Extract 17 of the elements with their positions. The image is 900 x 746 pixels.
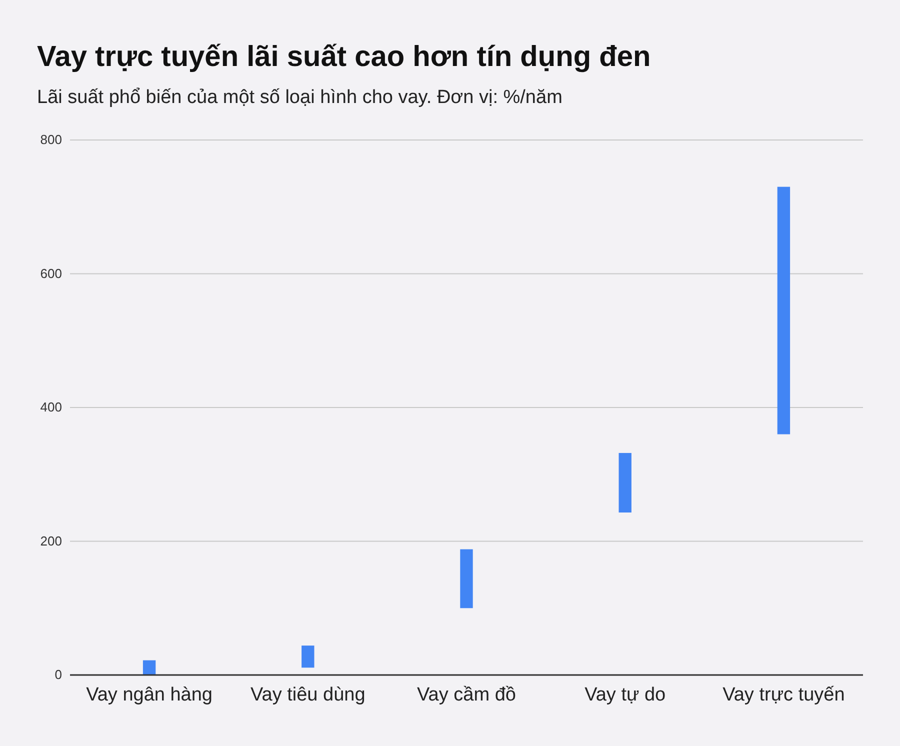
y-tick-label: 0: [54, 667, 62, 682]
bar: [302, 646, 314, 668]
x-tick-label: Vay ngân hàng: [86, 684, 213, 706]
x-tick-label: Vay tự do: [584, 684, 666, 706]
bar: [460, 549, 473, 608]
y-tick-label: 800: [40, 132, 62, 148]
x-tick-label: Vay trực tuyến: [722, 684, 845, 706]
chart-subtitle: Lãi suất phổ biến của một số loại hình cho vay. Đơn vị: %/năm: [37, 87, 562, 108]
y-tick-label: 600: [40, 266, 62, 281]
bar: [142, 660, 156, 675]
x-tick-label: Vay tiêu dùng: [250, 684, 366, 706]
bar: [777, 186, 790, 434]
y-tick-label: 200: [40, 533, 62, 548]
bar: [618, 452, 632, 512]
x-tick-label: Vay cầm đồ: [417, 684, 516, 706]
y-tick-label: 400: [40, 400, 62, 415]
chart-title: Vay trực tuyến lãi suất cao hơn tín dụng đen: [37, 41, 651, 73]
